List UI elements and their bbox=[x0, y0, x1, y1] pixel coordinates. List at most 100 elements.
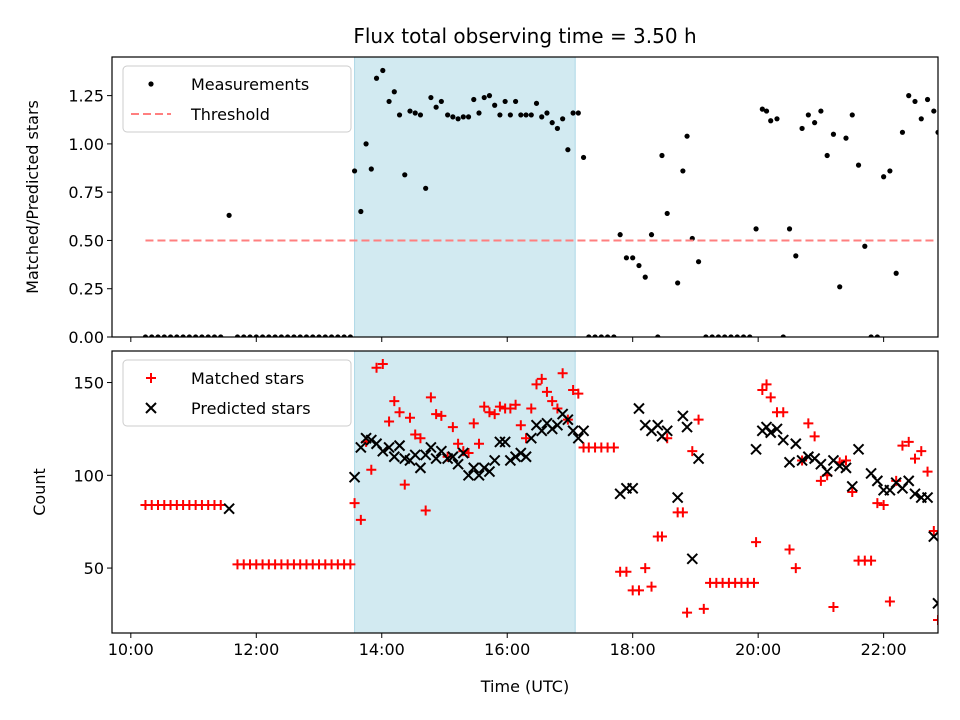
data-point bbox=[547, 396, 558, 407]
data-point bbox=[846, 480, 858, 493]
data-point bbox=[605, 334, 611, 337]
data-point bbox=[389, 396, 400, 407]
x-tick-label: 12:00 bbox=[233, 640, 279, 659]
data-point bbox=[391, 89, 397, 95]
data-point bbox=[790, 563, 801, 574]
legend-marker bbox=[146, 373, 156, 383]
data-point bbox=[368, 166, 374, 172]
data-point bbox=[849, 112, 855, 118]
data-point bbox=[821, 465, 833, 478]
data-point bbox=[874, 334, 880, 337]
data-point bbox=[899, 129, 906, 135]
data-point bbox=[218, 334, 224, 337]
data-point bbox=[518, 112, 524, 118]
data-point bbox=[417, 112, 424, 118]
data-point bbox=[335, 334, 341, 337]
data-point bbox=[476, 110, 482, 116]
data-point bbox=[840, 455, 851, 466]
data-point bbox=[415, 433, 426, 444]
legend: Measurements Threshold bbox=[122, 65, 352, 133]
data-point bbox=[684, 133, 690, 139]
top-subplot: 0.00 0.25 0.50 0.75 1.00 1.25 Matched/Predicte… bbox=[23, 56, 939, 347]
data-point bbox=[868, 334, 874, 337]
legend-label: Matched stars bbox=[191, 369, 304, 388]
y-tick-label: 100 bbox=[73, 466, 104, 485]
data-point bbox=[310, 334, 316, 337]
data-point bbox=[471, 96, 477, 103]
data-point bbox=[394, 407, 405, 418]
data-point bbox=[499, 436, 511, 448]
x-tick-label: 22:00 bbox=[861, 640, 907, 659]
data-point bbox=[445, 112, 451, 118]
data-point bbox=[640, 563, 651, 574]
data-point bbox=[687, 446, 698, 457]
data-point bbox=[642, 274, 648, 280]
y-tick-label: 1.00 bbox=[68, 135, 104, 154]
data-point bbox=[786, 226, 793, 232]
data-point bbox=[815, 475, 826, 486]
data-point bbox=[442, 451, 453, 462]
legend: Matched stars Predicted stars bbox=[122, 359, 352, 427]
data-point bbox=[675, 280, 681, 286]
data-point bbox=[621, 566, 632, 577]
data-point bbox=[682, 607, 693, 618]
data-point bbox=[598, 334, 604, 337]
data-point bbox=[180, 334, 186, 337]
data-point bbox=[303, 334, 310, 337]
data-point bbox=[468, 418, 479, 429]
data-point bbox=[536, 373, 547, 384]
data-point bbox=[871, 475, 884, 487]
data-point bbox=[931, 108, 937, 114]
data-point bbox=[291, 334, 297, 337]
data-point bbox=[510, 399, 521, 410]
data-point bbox=[483, 465, 496, 478]
data-point bbox=[484, 407, 495, 418]
data-point bbox=[348, 471, 361, 483]
data-point bbox=[366, 464, 377, 475]
data-point bbox=[473, 469, 485, 482]
data-point bbox=[802, 451, 815, 463]
data-point bbox=[452, 458, 464, 470]
data-point bbox=[573, 388, 584, 399]
data-point bbox=[565, 147, 571, 153]
data-point bbox=[536, 425, 548, 437]
data-point bbox=[893, 270, 899, 276]
data-point bbox=[664, 210, 670, 217]
data-point bbox=[502, 98, 508, 105]
data-point bbox=[796, 454, 808, 467]
data-point bbox=[363, 141, 369, 147]
y-tick-label: 0.75 bbox=[68, 183, 104, 202]
data-point bbox=[834, 460, 846, 472]
data-point bbox=[572, 432, 585, 444]
data-point bbox=[414, 462, 427, 474]
data-point bbox=[608, 442, 619, 453]
data-point bbox=[872, 498, 883, 509]
data-point bbox=[285, 334, 291, 337]
data-point bbox=[748, 577, 759, 588]
data-point bbox=[765, 392, 776, 403]
data-point bbox=[659, 152, 665, 159]
data-point bbox=[557, 368, 568, 379]
data-point bbox=[818, 108, 824, 114]
data-point bbox=[623, 255, 630, 261]
data-point bbox=[458, 446, 469, 457]
y-axis-label: Matched/Predicted stars bbox=[23, 100, 42, 294]
data-point bbox=[430, 452, 442, 465]
data-point bbox=[489, 409, 500, 420]
data-point bbox=[226, 212, 232, 218]
data-point bbox=[932, 597, 938, 610]
data-point bbox=[328, 334, 335, 337]
legend-label: Predicted stars bbox=[191, 399, 311, 418]
plot-area bbox=[140, 358, 938, 626]
data-point bbox=[909, 488, 921, 500]
data-point bbox=[425, 392, 436, 403]
data-point bbox=[887, 168, 893, 174]
data-point bbox=[386, 98, 392, 105]
data-point bbox=[272, 334, 278, 337]
data-point bbox=[455, 116, 461, 122]
data-point bbox=[425, 441, 437, 454]
data-point bbox=[521, 433, 532, 444]
data-point bbox=[928, 530, 938, 543]
data-point bbox=[525, 432, 537, 444]
